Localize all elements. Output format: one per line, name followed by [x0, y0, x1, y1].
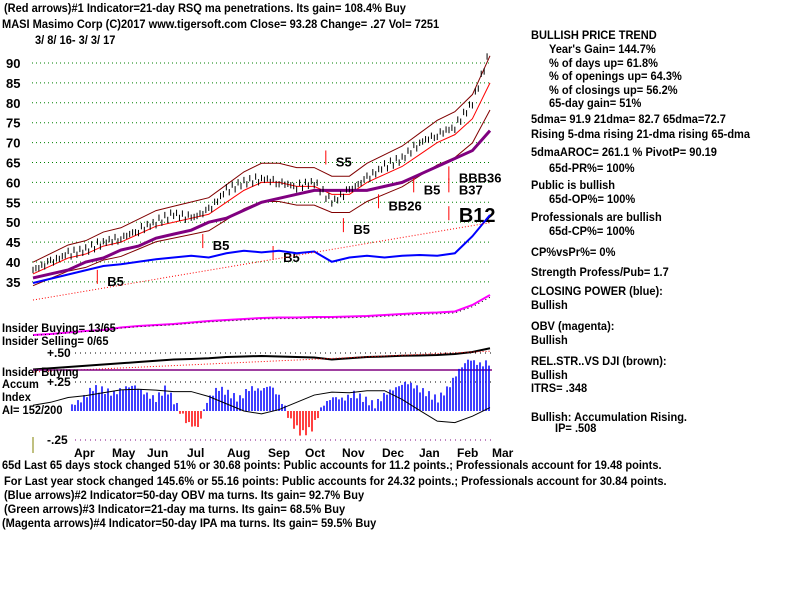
rel-strength-value: Bullish	[531, 368, 568, 382]
y-tick-label: 80	[6, 96, 20, 111]
rising-dma: Rising 5-dma rising 21-dma rising 65-dma	[531, 127, 751, 141]
signal-label: B5	[424, 182, 441, 197]
y-tick-label: 45	[6, 235, 20, 250]
y-tick-label: 70	[6, 136, 20, 151]
y-tick-label: 90	[6, 56, 20, 71]
accum-label: Accum	[2, 377, 39, 391]
ip-value: IP= .508	[555, 421, 597, 435]
footer-year: For Last year stock changed 145.6% or 55…	[4, 474, 667, 488]
y-tick-label: 60	[6, 175, 20, 190]
closings-up: % of closings up= 56.2%	[549, 83, 678, 97]
cp-vs-pr: CP%vsPr%= 0%	[531, 245, 616, 259]
signal-label: B12	[459, 205, 496, 227]
y-tick-label: 35	[6, 275, 20, 290]
obv-ma	[32, 296, 491, 336]
closing-power-title: CLOSING POWER (blue):	[531, 284, 663, 298]
gain-65: 65-day gain= 51%	[549, 96, 642, 110]
month-label: Oct	[305, 446, 325, 460]
y-tick-label: 85	[6, 76, 20, 91]
ai-ma-line	[32, 388, 491, 424]
insider-buying: Insider Buying= 13/65	[2, 321, 116, 335]
ai-value: AI= 152/200	[2, 403, 63, 417]
month-label: Jul	[187, 446, 204, 460]
signal-label: BBB36	[459, 170, 502, 185]
ai-tick-label: +.50	[47, 346, 71, 360]
footer-green-arrows: (Green arrows)#3 Indicator=21-day ma tur…	[4, 502, 346, 516]
y-tick-label: 50	[6, 215, 20, 230]
days-up: % of days up= 61.8%	[549, 56, 658, 70]
upper-band	[32, 55, 491, 263]
month-label: Mar	[492, 446, 514, 460]
signal-label: BB26	[389, 198, 422, 213]
closing-power-value: Bullish	[531, 298, 568, 312]
footer-blue-arrows: (Blue arrows)#2 Indicator=50-day OBV ma …	[4, 488, 365, 502]
date-range: 3/ 8/ 16- 3/ 3/ 17	[35, 33, 116, 47]
y-tick-label: 40	[6, 255, 20, 270]
month-label: Jun	[147, 446, 168, 460]
ma21-line	[32, 82, 491, 275]
insider-selling: Insider Selling= 0/65	[2, 334, 109, 348]
y-tick-label: 65	[6, 156, 20, 171]
indicator-1-title: (Red arrows)#1 Indicator=21-day RSQ ma p…	[4, 1, 406, 15]
signal-label: B5	[353, 222, 370, 237]
signal-label: B5	[107, 274, 124, 289]
accumulation-status: Bullish: Accumulation Rising.	[531, 410, 688, 424]
ai-tick-label: -.25	[47, 433, 68, 447]
obv-title: OBV (magenta):	[531, 319, 615, 333]
public-status: Public is bullish	[531, 178, 616, 192]
month-label: Aug	[227, 446, 250, 460]
dma-values: 5dma= 91.9 21dma= 82.7 65dma=72.7	[531, 112, 726, 126]
month-label: May	[112, 446, 136, 460]
aroc: 5dmaAROC= 261.1 % PivotP= 90.19	[531, 145, 717, 159]
pr65: 65d-PR%= 100%	[549, 161, 635, 175]
op65: 65d-OP%= 100%	[549, 192, 636, 206]
rel-strength-line	[32, 347, 491, 371]
signal-label: B37	[459, 182, 483, 197]
y-tick-label: 75	[6, 116, 20, 131]
month-label: Dec	[382, 446, 404, 460]
obv-value: Bullish	[531, 333, 568, 347]
month-label: Apr	[74, 446, 95, 460]
footer-magenta-arrows: (Magenta arrows)#4 Indicator=50-day IPA …	[2, 516, 377, 530]
signal-label: B5	[213, 238, 230, 253]
obv-line	[32, 294, 491, 336]
itrs: ITRS= .348	[531, 381, 588, 395]
trend-label: BULLISH PRICE TREND	[531, 28, 657, 42]
strength: Strength Profess/Pub= 1.7	[531, 265, 669, 279]
professionals-status: Professionals are bullish	[531, 210, 662, 224]
signal-label: S5	[336, 154, 352, 169]
month-label: Nov	[342, 446, 365, 460]
ma65-line	[32, 129, 492, 280]
month-label: Feb	[457, 446, 478, 460]
rel-strength-ma	[32, 350, 491, 373]
insider-buying-label: Insider Buying	[2, 365, 79, 379]
footer-65day: 65d Last 65 days stock changed 51% or 30…	[2, 458, 662, 472]
stock-title: MASI Masimo Corp (C)2017 www.tigersoft.c…	[2, 17, 440, 31]
rel-strength-title: REL.STR..VS DJI (brown):	[531, 354, 667, 368]
index-label: Index	[2, 390, 31, 404]
years-gain: Year's Gain= 144.7%	[549, 42, 656, 56]
openings-up: % of openings up= 64.3%	[549, 69, 682, 83]
ai-tick-label: +.25	[47, 375, 71, 389]
month-label: Jan	[419, 446, 440, 460]
closing-power-ma	[32, 222, 491, 301]
month-label: Sep	[268, 446, 290, 460]
closing-power-line	[32, 214, 491, 284]
y-tick-label: 55	[6, 195, 20, 210]
cp65: 65d-CP%= 100%	[549, 224, 635, 238]
